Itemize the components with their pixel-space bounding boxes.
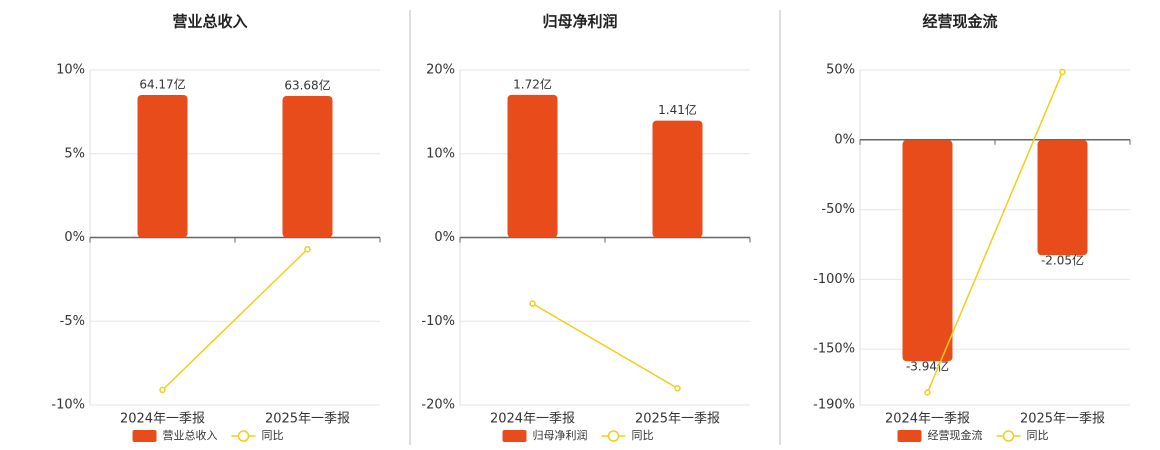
legend-swatch xyxy=(1002,430,1015,442)
x-tick-label: 2025年一季报 xyxy=(265,412,350,427)
x-tick-label: 2025年一季报 xyxy=(635,412,720,427)
y-tick-label: -10% xyxy=(51,398,85,413)
y-tick-label: -5% xyxy=(60,314,85,329)
trend-point xyxy=(529,300,536,307)
legend-label: 同比 xyxy=(632,429,654,442)
legend-swatch xyxy=(502,430,527,442)
legend-label: 营业总收入 xyxy=(163,428,218,442)
legend-label: 同比 xyxy=(1027,429,1049,442)
bar xyxy=(652,120,703,238)
chart-title: 归母净利润 xyxy=(542,13,617,31)
x-tick-label: 2025年一季报 xyxy=(1020,412,1105,427)
chart-title: 经营现金流 xyxy=(922,13,997,31)
y-tick-label: -10% xyxy=(421,314,455,329)
y-tick-label: 0% xyxy=(434,230,455,245)
y-tick-label: -100% xyxy=(813,272,855,287)
chart-title: 营业总收入 xyxy=(172,13,247,31)
trend-line xyxy=(532,303,678,389)
y-tick-label: 50% xyxy=(826,63,855,78)
y-tick-label: -50% xyxy=(821,202,855,217)
value-label: 1.72亿 xyxy=(513,76,552,91)
x-tick-label: 2024年一季报 xyxy=(120,412,205,427)
y-tick-label: 10% xyxy=(56,63,85,78)
legend-label: 归母净利润 xyxy=(533,428,588,442)
x-tick-label: 2024年一季报 xyxy=(490,412,575,427)
bar xyxy=(137,94,188,238)
legend-swatch xyxy=(132,430,157,442)
legend-label: 经营现金流 xyxy=(928,428,983,442)
bar xyxy=(902,140,953,362)
bar xyxy=(282,96,333,238)
bar xyxy=(1037,140,1088,256)
trend-point xyxy=(159,386,166,394)
trend-point xyxy=(674,385,681,392)
legend-swatch xyxy=(897,430,922,442)
trend-point xyxy=(1059,68,1066,76)
trend-line xyxy=(926,71,1064,393)
y-tick-label: 10% xyxy=(426,146,455,161)
y-tick-label: 5% xyxy=(64,146,85,161)
bar xyxy=(507,94,558,238)
x-tick-label: 2024年一季报 xyxy=(885,412,970,427)
y-tick-label: 0% xyxy=(64,230,85,245)
value-label: 63.68亿 xyxy=(284,78,330,93)
value-label: 64.17亿 xyxy=(139,76,185,91)
legend-label: 同比 xyxy=(262,429,284,442)
legend-swatch xyxy=(237,430,250,442)
y-tick-label: -190% xyxy=(813,398,855,413)
value-label: -3.94亿 xyxy=(906,359,949,374)
value-label: -2.05亿 xyxy=(1041,253,1084,268)
y-tick-label: 20% xyxy=(426,63,455,78)
legend-swatch xyxy=(607,430,620,442)
y-tick-label: -150% xyxy=(813,342,855,357)
trend-point xyxy=(304,245,311,253)
y-tick-label: 0% xyxy=(834,132,855,147)
y-tick-label: -20% xyxy=(421,398,455,413)
value-label: 1.41亿 xyxy=(658,102,697,117)
trend-point xyxy=(924,389,931,396)
trend-line xyxy=(161,248,309,391)
